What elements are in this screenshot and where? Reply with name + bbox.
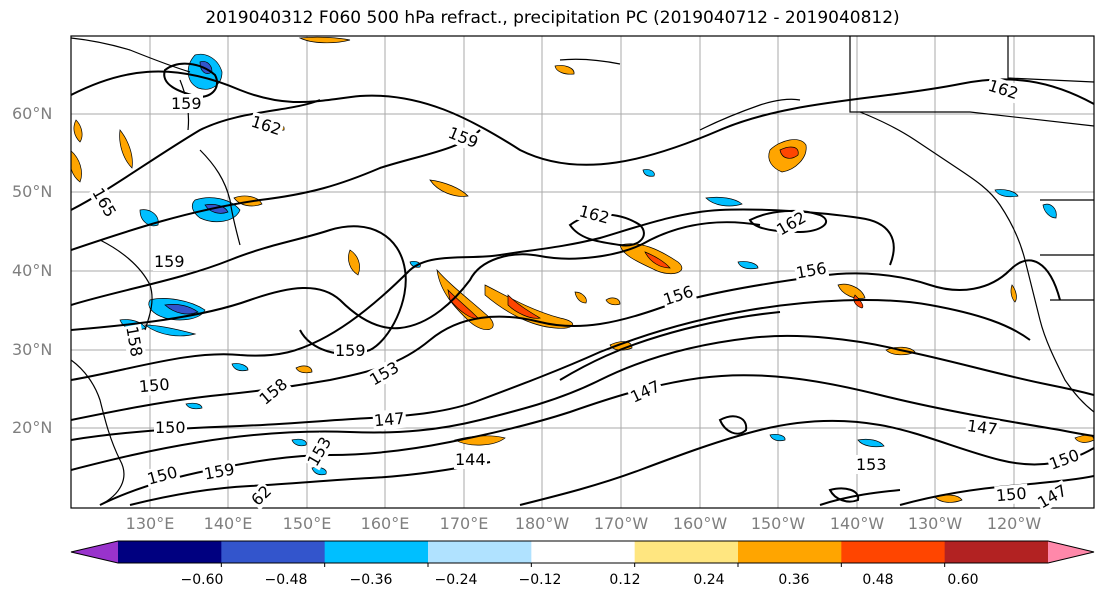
colorbar-segment [944,541,1049,563]
contour-label: 150 [994,483,1029,506]
lat-label: 40°N [12,261,53,280]
lon-label: 120°W [986,514,1042,533]
contour-label: 144 [454,450,487,469]
lon-label: 150°E [282,514,332,533]
contour-label: 159 [153,252,186,271]
lat-label: 50°N [12,182,53,201]
lon-label: 170°E [439,514,489,533]
colorbar-extend-max [1048,541,1094,563]
contour-label: 153 [855,455,888,474]
lon-label: 130°W [907,514,963,533]
graticule [71,36,1094,508]
colorbar-outline [70,540,1095,564]
colorbar-segment [324,541,429,563]
lon-label: 180°W [514,514,570,533]
lon-label: 140°E [203,514,253,533]
colorbar-tick-label: 0.24 [693,572,725,588]
colorbar-extend-min [71,541,118,563]
colorbar-tick-label: −0.48 [264,572,308,588]
lat-label: 20°N [12,418,53,437]
lon-label: 160°W [672,514,728,533]
contour-label: 150 [154,418,187,437]
map-frame [70,35,1095,509]
colorbar-segment [634,541,739,563]
colorbar-segment [738,541,842,563]
precip-negative-areas [119,53,1057,476]
colorbar-segment [428,541,532,563]
lat-label: 30°N [12,340,53,359]
colorbar-tick-label: −0.36 [349,572,393,588]
lon-label: 140°W [829,514,885,533]
colorbar-tick-label: −0.12 [518,572,562,588]
contour-label: 147 [372,408,407,431]
lon-label: 170°W [593,514,649,533]
lat-label: 60°N [12,104,53,123]
colorbar-tick-label: 0.36 [778,572,810,588]
colorbar-segment [531,541,636,563]
colorbar-segment [221,541,326,563]
colorbar-segment [118,541,222,563]
map-background [71,36,1094,508]
colorbar-tick-label: 0.12 [609,572,641,588]
contour-label: 159 [334,341,367,360]
lon-label: 130°E [125,514,175,533]
colorbar [70,540,1095,567]
colorbar-tick-label: −0.60 [180,572,224,588]
colorbar-segment [841,541,946,563]
precip-positive-areas [71,36,1094,503]
contour-label: 150 [137,374,172,397]
colorbar-tick-label: −0.24 [434,572,478,588]
colorbar-tick-label: 0.48 [862,572,894,588]
map-title: 2019040312 F060 500 hPa refract., precip… [205,8,900,28]
lon-label: 160°E [360,514,410,533]
colorbar-tick-label: 0.60 [947,572,979,588]
contour-label: 159 [170,94,203,113]
lon-label: 150°W [750,514,806,533]
